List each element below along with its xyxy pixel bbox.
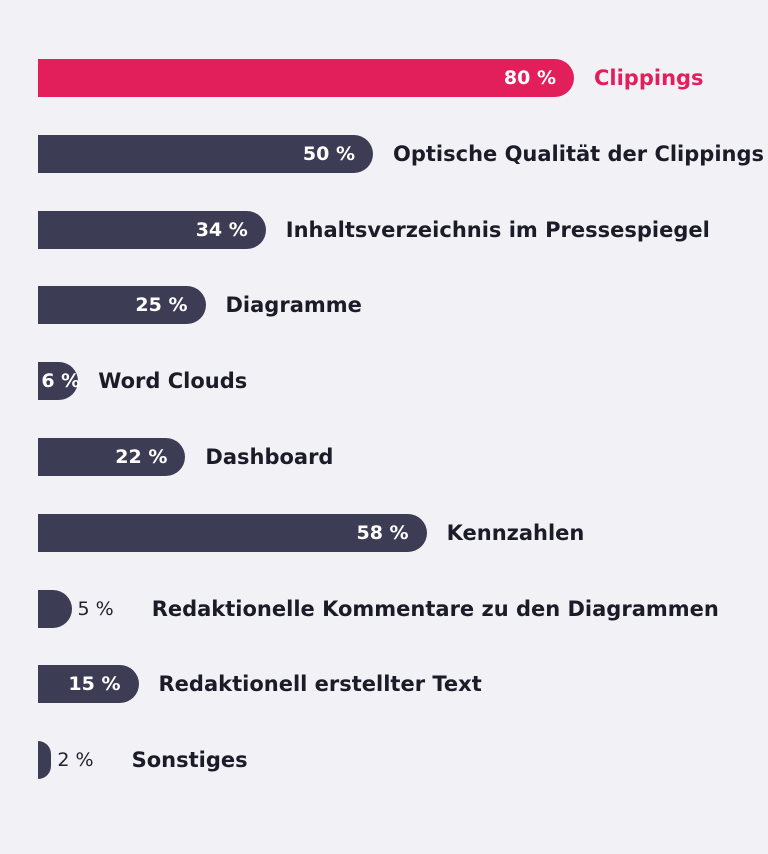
category-label: Redaktionelle Kommentare zu den Diagramm… <box>151 596 719 621</box>
category-label: Word Clouds <box>98 369 248 394</box>
bar: 22 % <box>38 438 186 476</box>
bar-row: 25 % Diagramme <box>38 286 362 325</box>
bar: 80 % <box>38 59 574 97</box>
bar: 34 % <box>38 210 266 249</box>
value-label: 25 % <box>135 294 188 317</box>
bar-row: 2 % Sonstiges <box>38 741 248 780</box>
value-label: 15 % <box>68 673 121 696</box>
bar: 50 % <box>38 134 373 173</box>
value-label: 80 % <box>503 67 556 89</box>
bar-row: 5 % Redaktionelle Kommentare zu den Diagr… <box>38 589 719 628</box>
category-label: Clippings <box>594 66 704 90</box>
bar-row: 58 % Kennzahlen <box>38 513 585 552</box>
value-label: 6 % <box>41 370 81 393</box>
bar-row: 6 % Word Clouds <box>38 362 248 401</box>
bar: 25 % <box>38 286 206 325</box>
bar <box>38 589 72 628</box>
category-label: Diagramme <box>225 293 362 318</box>
value-label: 58 % <box>356 521 409 544</box>
value-label: 22 % <box>115 446 168 468</box>
bar-row: 50 % Optische Qualität der Clippings <box>38 134 764 173</box>
bar-row: 15 % Redaktionell erstellter Text <box>38 665 482 704</box>
category-label: Redaktionell erstellter Text <box>158 672 482 697</box>
bar-row: 34 % Inhaltsverzeichnis im Pressespiegel <box>38 210 710 249</box>
bar: 15 % <box>38 665 139 704</box>
bar-row: 22 % Dashboard <box>38 438 333 476</box>
bar: 6 % <box>38 362 81 401</box>
value-label: 34 % <box>195 218 248 241</box>
category-label: Inhaltsverzeichnis im Pressespiegel <box>285 217 710 242</box>
category-label: Kennzahlen <box>446 520 585 545</box>
category-label: Sonstiges <box>131 748 248 773</box>
category-label: Optische Qualität der Clippings <box>393 141 764 166</box>
value-label: 50 % <box>302 142 355 165</box>
bar <box>38 741 52 780</box>
value-label: 5 % <box>77 597 114 620</box>
value-label: 2 % <box>57 749 94 772</box>
bar-row: 80 % Clippings <box>38 59 704 97</box>
bar: 58 % <box>38 513 427 552</box>
category-label: Dashboard <box>205 445 334 469</box>
